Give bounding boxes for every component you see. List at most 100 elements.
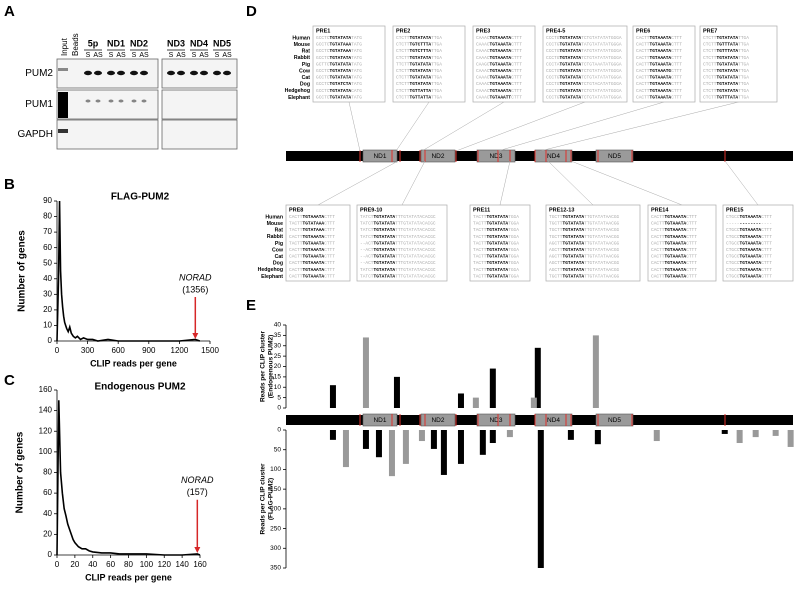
y-axis-label: Number of genes — [15, 431, 26, 513]
sequence: CACTTTGTAAATACTTT — [289, 260, 335, 266]
row-label: PUM1 — [25, 99, 53, 110]
x-tick-label: 0 — [55, 560, 60, 569]
connector — [395, 101, 430, 152]
sequence: --ACTTGTATATATTTGTATATACACGC — [360, 254, 436, 260]
bar — [594, 430, 601, 445]
domain-label: ND3 — [489, 153, 502, 160]
pre-box — [392, 25, 466, 103]
sequence: CACTTTGTAAATACTTT — [289, 234, 335, 240]
domain — [362, 413, 398, 427]
blot-frame — [161, 119, 238, 150]
group-label: ND1 — [107, 38, 125, 48]
sequence: AGCTTTGTATATATTGTATATAACGG — [549, 247, 620, 253]
domain-label: ND1 — [373, 417, 386, 424]
sequence: CACTTTGTAAATACTTT — [636, 95, 682, 101]
band — [108, 99, 114, 103]
domain-label: ND3 — [489, 417, 502, 424]
y-tick-label: 100 — [39, 447, 53, 456]
sequence: TATCTTGTATATATTTGTATATACACGC — [360, 227, 436, 233]
sequence: CAAACTGTAAATACTTT — [476, 55, 522, 61]
sequence: CTCTTTGTTTATATTGA — [703, 48, 749, 54]
sequence: CACTTTGTAAATACTTT — [651, 254, 697, 260]
bar — [479, 430, 486, 455]
sequence: CTCTTTGTATATATTGA — [703, 55, 749, 61]
sequence: ----------------- — [726, 222, 772, 227]
sequence: CTCTTTGTTTATATTGA — [703, 42, 749, 48]
y-tick-label: 350 — [270, 565, 281, 572]
sequence: CTGCCTGTAAATACTTT — [726, 241, 772, 247]
y-tick-label: 0 — [277, 405, 281, 412]
connector — [421, 101, 505, 152]
x-tick-label: 20 — [70, 560, 79, 569]
y-tick-label: 5 — [277, 394, 281, 401]
connector — [499, 160, 511, 206]
bar — [489, 368, 496, 408]
sequence: TGCTTTGTATATATTGTATATAACGG — [549, 227, 620, 233]
bar — [329, 385, 336, 408]
y-tick-label: 20 — [43, 305, 52, 314]
blot-frame — [56, 119, 159, 150]
species-label: Cow — [272, 247, 284, 253]
y-tick-label: 40 — [43, 509, 52, 518]
pre-box — [312, 25, 386, 103]
species-label: Mouse — [267, 221, 284, 227]
sequence: TACTTTGTATAAACTTT — [289, 227, 335, 233]
sequence: CTGCCTGTAAATACTTT — [726, 267, 772, 273]
sequence: CTCTTTGTCTTTATTGA — [396, 48, 442, 54]
domain — [476, 149, 516, 163]
bar — [342, 430, 349, 468]
group-label: ND4 — [190, 38, 208, 48]
row-label: GAPDH — [17, 129, 53, 140]
sequence: CTCTTTGTATATATTGA — [703, 81, 749, 87]
band — [223, 70, 231, 76]
band — [177, 70, 185, 76]
sequence: CCCTGTGTATATATCTGTATATATGGGA — [546, 95, 622, 101]
sequence: TATCTTGTATATATTTGTATATACACGC — [360, 234, 436, 240]
species-label: Human — [265, 214, 283, 220]
group-label: ND3 — [167, 38, 185, 48]
band — [200, 70, 208, 76]
strand-label: AS — [139, 52, 149, 59]
sequence: GCCTCTGTATATATATG — [316, 35, 362, 41]
x-tick-label: 40 — [88, 560, 97, 569]
sequence: CAAACTGTAAATACTTT — [476, 88, 522, 94]
species-label: Dog — [300, 82, 310, 88]
sequence: AGCTTTGTATATATTGTATATAACGG — [549, 254, 620, 260]
sequence: CACTTTGTAAATACTTT — [289, 247, 335, 253]
y-tick-label: 20 — [274, 363, 282, 370]
sequence: CTCTTTGTATATATTGA — [396, 55, 442, 61]
lane-label: Beads — [71, 33, 80, 56]
domain — [595, 413, 634, 427]
sequence: CAAACTGTAAATACTTT — [476, 35, 522, 41]
y-tick-label: 30 — [274, 342, 282, 349]
y-axis-label: Reads per CLIP cluster — [260, 463, 267, 535]
domain — [476, 413, 516, 427]
bar — [472, 397, 479, 408]
sequence: CCCTGTGTATATATCTGTATATATGGGA — [546, 88, 622, 94]
sequence: TACTTTGTAAATACTTT — [289, 241, 335, 247]
band — [141, 99, 147, 103]
y-tick-label: 0 — [48, 336, 53, 345]
sequence: GCCTCTGTATATATATG — [316, 75, 362, 81]
band — [117, 70, 125, 76]
pre-title: PRE2 — [396, 28, 410, 34]
norad-label: NORAD — [298, 417, 323, 424]
strand-label: AS — [222, 52, 232, 59]
y-tick-label: 60 — [43, 488, 52, 497]
bar — [787, 430, 794, 447]
pre-box — [469, 204, 531, 282]
blot-frame — [161, 89, 238, 120]
sequence: CAAACTGTAAATTCTTT — [476, 95, 522, 101]
sequence: CCCTATGTATATATCTGTAAATATGGGA — [546, 62, 622, 68]
sequence: CTCTTTGTATATATTGA — [703, 68, 749, 74]
domain-label: ND5 — [608, 153, 621, 160]
band — [130, 70, 138, 76]
group-label: 5p — [88, 38, 99, 48]
sequence: CACTTTGTAAATACTTT — [636, 35, 682, 41]
sequence: CTCTTTGTATATATTGA — [396, 81, 442, 87]
sequence: CAAACTGTAAATACTTT — [476, 68, 522, 74]
species-label: Dog — [273, 261, 283, 267]
sequence: CACTTTGTAAATACTTT — [636, 81, 682, 87]
sequence: --ACTTGTATATATTTGTATATACACGC — [360, 247, 436, 253]
sequence: CTCTTTGTATATATTGA — [396, 35, 442, 41]
